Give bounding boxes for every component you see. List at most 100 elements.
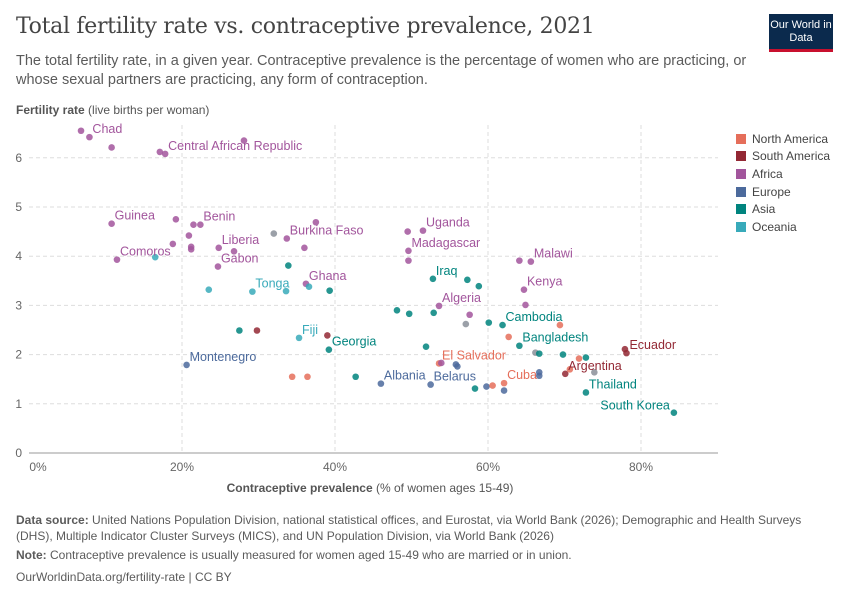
legend-item[interactable]: North America [736,130,830,148]
data-point [561,370,569,378]
x-axis-label: Contraceptive prevalence (% of women age… [0,481,740,495]
y-tick-label: 0 [15,446,22,460]
data-point [183,361,190,369]
source-text: United Nations Population Division, nati… [16,513,802,543]
note-text: Contraceptive prevalence is usually meas… [50,548,572,562]
x-tick-label: 40% [323,460,347,474]
data-point [253,327,261,334]
point-label: Belarus [434,370,476,384]
point-label: Madagascar [411,236,480,250]
legend-swatch [736,204,746,215]
legend-swatch [736,151,746,162]
data-point [516,342,523,350]
data-point [582,354,590,361]
data-point [471,385,479,392]
data-point [462,320,470,328]
point-label: Central African Republic [168,139,302,153]
point-label: Thailand [589,377,637,391]
data-point [464,276,471,284]
data-point [190,221,197,229]
legend-item[interactable]: Europe [736,183,830,201]
legend-item[interactable]: Africa [736,165,830,183]
data-point [422,343,430,351]
data-point [377,380,385,387]
data-point [312,218,320,226]
y-tick-label: 5 [15,200,22,214]
data-point [324,332,331,339]
point-label: Cambodia [506,310,563,324]
data-point [197,221,204,229]
legend-label: South America [752,149,831,164]
data-point [236,327,243,334]
data-point [169,240,177,248]
point-label: Cuba [507,368,537,382]
point-label: Benin [203,210,235,224]
data-point [156,148,164,156]
data-point [427,381,434,388]
legend-label: Oceania [752,219,797,234]
data-point [556,321,564,329]
data-point [475,282,483,290]
data-point [582,389,590,396]
data-point [516,257,523,264]
point-label: Montenegro [190,350,257,364]
data-point [393,307,401,314]
data-point [485,319,493,326]
legend-item[interactable]: Oceania [736,218,830,236]
point-label: South Korea [600,399,670,413]
point-label: Malawi [534,247,573,261]
data-point [500,387,508,394]
source-url[interactable]: OurWorldinData.org/fertility-rate | CC B… [16,570,232,584]
data-point [187,246,195,253]
data-point [566,366,574,373]
data-point [108,220,115,228]
data-point [404,228,411,235]
point-label: Bangladesh [522,331,588,345]
footer: Data source: United Nations Population D… [16,513,816,564]
data-point [522,301,529,309]
data-point [305,283,313,291]
data-point [161,150,169,158]
data-point [283,235,291,242]
owid-logo[interactable]: Our World in Data [769,14,833,52]
y-tick-label: 6 [15,151,22,165]
data-point [270,230,278,237]
data-point [205,286,213,293]
data-point [499,321,506,329]
chart-subtitle: The total fertility rate, in a given yea… [16,53,747,88]
point-label: Fiji [302,323,318,337]
legend-swatch [736,186,746,197]
data-point [466,311,473,319]
data-point [288,373,296,381]
y-tick-label: 2 [15,348,22,362]
y-axis-label: Fertility rate (live births per woman) [16,103,209,117]
data-point [285,262,292,269]
data-point [304,373,311,381]
legend-swatch [736,168,746,179]
data-point [419,227,427,234]
point-label: El Salvador [442,348,506,362]
data-point [240,137,248,144]
legend-item[interactable]: South America [736,148,830,166]
point-label: Ecuador [629,338,676,352]
y-axis-label-unit: (live births per woman) [88,103,210,117]
legend-item[interactable]: Asia [736,200,830,218]
y-tick-label: 3 [15,298,22,312]
data-point [430,309,437,317]
legend-label: Europe [752,184,791,199]
data-point [520,286,528,293]
data-point [405,310,413,318]
data-point [215,244,223,252]
data-point [172,216,180,223]
x-axis-label-unit: (% of women ages 15-49) [376,481,514,495]
data-point [352,373,359,381]
x-tick-label: 80% [629,460,653,474]
data-point [454,363,461,370]
data-point [325,346,333,353]
data-point [86,133,93,141]
x-tick-label: 60% [476,460,500,474]
point-label: Guinea [115,209,155,223]
data-point [405,247,412,255]
